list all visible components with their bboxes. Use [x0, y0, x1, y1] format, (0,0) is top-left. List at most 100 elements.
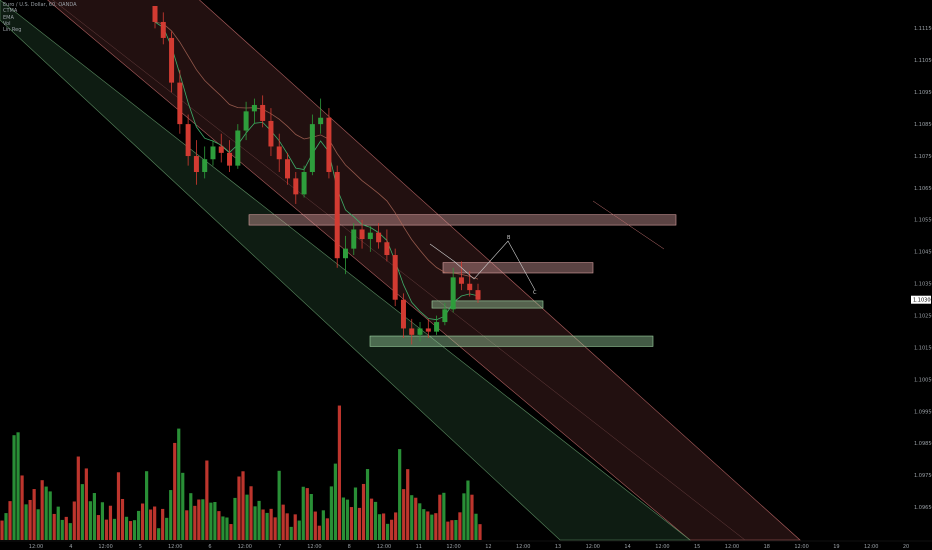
time-tick-label: 12:00 — [794, 544, 808, 550]
volume-bar — [333, 463, 337, 540]
volume-bar — [434, 513, 438, 540]
volume-bar — [369, 498, 374, 540]
candle-body — [210, 146, 216, 160]
volume-bar — [16, 432, 20, 540]
volume-bar — [100, 502, 105, 540]
time-tick-label: 11 — [416, 544, 422, 550]
volume-bar — [213, 502, 217, 540]
price-tick-label: 1.09750 — [914, 473, 932, 479]
ema-line — [154, 21, 479, 321]
volume-bar — [241, 471, 245, 540]
pattern-label-c: C — [533, 290, 537, 296]
candle-body — [169, 37, 175, 83]
volume-bar — [92, 493, 96, 540]
candle-body — [392, 255, 398, 300]
volume-bar — [422, 509, 426, 540]
candle-body — [434, 322, 440, 332]
volume-bar — [76, 456, 80, 540]
volume-bar — [221, 516, 225, 540]
chart-legend: Euro / U.S. Dollar, 60, OANDA CTMA EMA V… — [3, 2, 77, 33]
time-tick-label: 12:00 — [377, 544, 391, 550]
candle-body — [160, 21, 166, 38]
candle-body — [293, 178, 299, 195]
candle-body — [475, 290, 481, 300]
price-tick-label: 1.09650 — [914, 505, 932, 511]
price-tick-label: 1.10750 — [914, 154, 932, 160]
candle-body — [218, 146, 224, 153]
time-tick-label: 6 — [208, 544, 211, 550]
time-axis[interactable]: 12:00 4 12:00 5 12:00 6 12:00 7 12:00 8 12:00 11 12:… — [0, 540, 932, 550]
legend-indicator-ctma[interactable]: CTMA — [3, 8, 18, 15]
price-tick-label: 1.10550 — [914, 218, 932, 224]
volume-bar — [353, 487, 358, 540]
candle-body — [467, 283, 473, 291]
volume-bar — [309, 494, 313, 540]
ctma-line — [154, 21, 479, 280]
volume-bar — [209, 502, 213, 540]
candle-body — [177, 82, 183, 125]
volume-bar — [410, 495, 414, 540]
price-tick-label: 1.09950 — [914, 409, 932, 415]
price-tick-label: 1.10450 — [914, 250, 932, 256]
time-tick-label: 12:00 — [725, 544, 739, 550]
time-tick-label: 18 — [764, 544, 770, 550]
volume-bar — [390, 519, 394, 540]
volume-bar — [24, 504, 28, 540]
resistance-zone-1 — [248, 214, 677, 226]
volume-bar — [281, 504, 285, 540]
volume-bar — [165, 517, 169, 540]
volume-bar — [478, 524, 482, 540]
volume-bar — [84, 468, 88, 540]
volume-bar — [8, 501, 12, 540]
volume-bar — [313, 511, 317, 540]
volume-bar — [289, 526, 293, 540]
volume-bar — [321, 510, 325, 540]
volume-bar — [269, 508, 273, 540]
price-axis[interactable]: 1.11150 1.11050 1.10950 1.10850 1.10750 1.106… — [911, 26, 932, 511]
volume-bar — [261, 509, 265, 540]
time-tick-label: 12:00 — [655, 544, 669, 550]
volume-bar — [140, 503, 145, 540]
volume-bar — [44, 486, 48, 540]
candle-body — [400, 299, 406, 329]
volume-bar — [257, 500, 261, 540]
candle-body — [243, 111, 249, 131]
time-tick-label: 12:00 — [29, 544, 43, 550]
legend-indicator-ema[interactable]: EMA — [3, 14, 14, 21]
candle-body — [450, 277, 456, 310]
legend-indicator-vol[interactable]: Vol — [3, 20, 11, 27]
volume-bar — [193, 505, 197, 540]
volume-bar — [329, 486, 333, 540]
support-resistance-zones — [248, 214, 677, 347]
price-tick-label: 1.10250 — [914, 313, 932, 319]
volume-bar — [80, 484, 84, 540]
volume-bar — [253, 506, 257, 540]
candle-body — [276, 146, 282, 160]
candle-body — [326, 117, 332, 173]
volume-bar — [225, 517, 229, 540]
price-tick-label: 1.09850 — [914, 441, 932, 447]
volume-bar — [60, 519, 64, 540]
time-tick-label: 12:00 — [516, 544, 530, 550]
candle-body — [185, 124, 191, 157]
candle-body — [334, 172, 340, 259]
support-zone-1 — [369, 335, 654, 347]
volume-bar — [96, 515, 101, 540]
candle-body — [351, 229, 357, 249]
volume-bar — [297, 520, 301, 540]
candle-body — [359, 229, 365, 240]
volume-bar — [189, 493, 193, 540]
candle-body — [285, 159, 291, 179]
volume-bar — [426, 511, 430, 540]
legend-indicator-linreg[interactable]: Lin Reg — [3, 27, 22, 34]
time-tick-label: 15 — [694, 544, 700, 550]
legend-symbol[interactable]: Euro / U.S. Dollar, 60, OANDA — [3, 2, 77, 8]
volume-bar — [161, 508, 165, 540]
candle-body — [425, 328, 431, 332]
volume-bar — [394, 512, 398, 540]
price-tick-label: 1.10050 — [914, 377, 932, 383]
candle-body — [227, 152, 233, 166]
volume-bar — [124, 516, 129, 540]
volume-bar — [173, 442, 177, 540]
